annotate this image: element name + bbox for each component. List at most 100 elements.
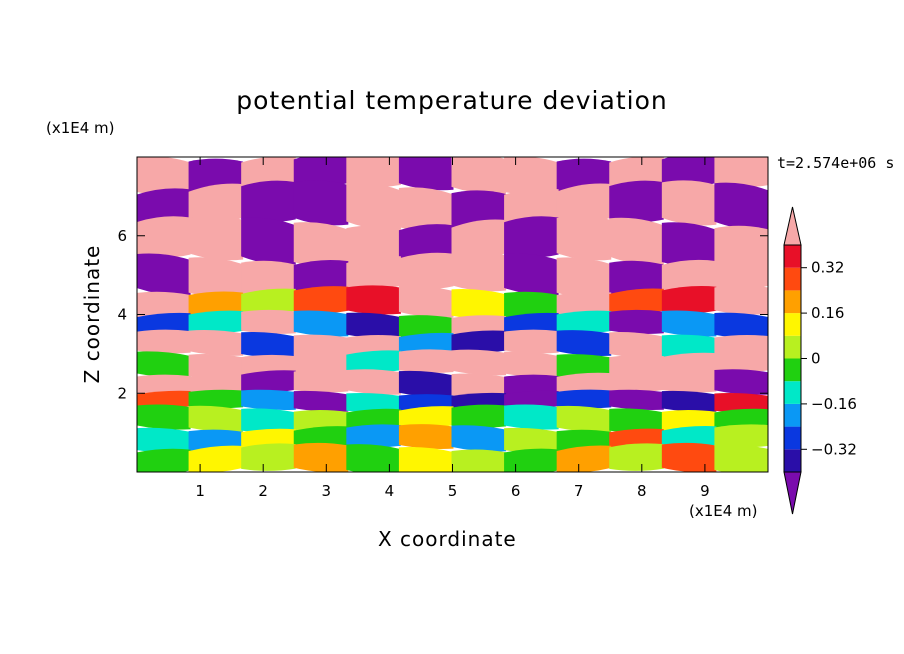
contour-cell xyxy=(293,180,349,226)
colorbar-box xyxy=(784,403,801,427)
contour-cell xyxy=(241,217,296,265)
contour-cell xyxy=(661,157,717,189)
contour-cell xyxy=(188,330,244,356)
contour-cell xyxy=(188,183,244,225)
contour-cell xyxy=(609,288,664,316)
contour-cell xyxy=(293,310,349,337)
contour-cell xyxy=(451,288,507,320)
contour-cell xyxy=(609,370,664,393)
colorbar-box xyxy=(784,245,801,268)
contour-cell xyxy=(661,390,717,412)
x-axis-title: X coordinate xyxy=(378,527,517,551)
colorbar-box xyxy=(784,426,801,450)
contour-cell xyxy=(293,442,349,472)
contour-cell xyxy=(504,427,559,453)
contour-cell xyxy=(293,426,349,449)
y-axis: 2 4 6 xyxy=(117,227,768,402)
colorbar-box xyxy=(784,313,801,336)
contour-cell xyxy=(398,315,454,339)
contour-cell xyxy=(346,350,401,374)
contour-cell xyxy=(137,157,191,196)
contour-cell xyxy=(293,369,349,393)
contour-cell xyxy=(398,286,454,318)
contour-cell xyxy=(188,310,244,334)
contour-cell xyxy=(504,253,559,296)
colorbar-box xyxy=(784,358,801,382)
contour-cell xyxy=(556,330,612,356)
colorbar-label: −0.32 xyxy=(811,440,857,458)
contour-cell xyxy=(293,390,349,412)
contour-cell xyxy=(137,312,191,336)
contour-cell xyxy=(346,424,401,448)
contour-cell xyxy=(398,370,454,397)
contour-cell xyxy=(346,182,401,230)
contour-cell xyxy=(451,252,507,292)
colorbar-upper-triangle xyxy=(783,206,802,246)
contour-cell xyxy=(661,222,717,268)
x-tick-label: 7 xyxy=(574,482,584,500)
contour-cell xyxy=(241,288,296,316)
contour-cell xyxy=(504,404,559,430)
contour-cell xyxy=(398,187,454,232)
contour-cell xyxy=(293,334,349,359)
z-axis-unit: (x1E4 m) xyxy=(46,119,115,137)
contour-cell xyxy=(241,309,296,334)
contour-cell xyxy=(346,255,401,293)
colorbar-label: 0.16 xyxy=(811,304,844,322)
contour-cell xyxy=(556,183,612,225)
contour-cell xyxy=(504,216,559,258)
contour-cell xyxy=(504,312,559,336)
contour-cell xyxy=(137,427,191,453)
contour-cell xyxy=(346,444,401,472)
contour-cell xyxy=(137,216,191,258)
contour-cell xyxy=(137,291,191,320)
contour-cell xyxy=(451,330,507,354)
contour-cell xyxy=(398,157,454,191)
contour-cell xyxy=(398,424,454,450)
contour-cell xyxy=(661,442,717,472)
contour-cell xyxy=(504,291,559,320)
colorbar-box xyxy=(784,449,801,472)
contour-cell xyxy=(451,449,507,472)
contour-cell xyxy=(293,157,349,189)
x-tick-label: 3 xyxy=(322,482,332,500)
contour-cell xyxy=(188,405,244,433)
contour-cell xyxy=(188,389,244,409)
contour-cell xyxy=(714,182,768,230)
contour-cell xyxy=(137,351,191,378)
contour-cell xyxy=(504,351,559,378)
colorbar-label: 0 xyxy=(811,350,821,368)
contour-cell xyxy=(556,405,612,433)
contour-cell xyxy=(137,390,191,409)
contour-cell xyxy=(451,404,507,428)
colorbar-box xyxy=(784,335,801,359)
contour-cell xyxy=(556,257,612,298)
contour-cell xyxy=(661,334,717,359)
contour-cell xyxy=(346,312,401,339)
contour-cell xyxy=(137,329,191,354)
contour-cell xyxy=(398,406,454,429)
contour-cell xyxy=(609,408,664,434)
contour-cell xyxy=(346,285,401,315)
contour-cell xyxy=(346,157,401,188)
colorbar-label: 0.32 xyxy=(811,259,844,277)
contour-cell xyxy=(609,309,664,335)
contour-cell xyxy=(609,332,664,358)
x-tick-label: 5 xyxy=(448,482,458,500)
contour-cell xyxy=(451,373,507,398)
contour-cell xyxy=(556,389,612,409)
contour-cell xyxy=(241,408,296,434)
contour-cell xyxy=(398,446,454,472)
x-tick-label: 9 xyxy=(700,482,710,500)
contour-cell xyxy=(188,215,244,261)
contour-cell xyxy=(714,369,768,395)
contour-cell xyxy=(714,285,768,315)
contour-cell xyxy=(241,370,296,393)
x-axis: 1 2 3 4 5 6 7 8 9 xyxy=(195,157,710,500)
colorbar-box xyxy=(784,381,801,404)
contour-cell xyxy=(714,424,768,448)
contour-cell xyxy=(451,157,507,195)
colorbar-box xyxy=(784,267,801,291)
contour-cell xyxy=(346,392,401,413)
